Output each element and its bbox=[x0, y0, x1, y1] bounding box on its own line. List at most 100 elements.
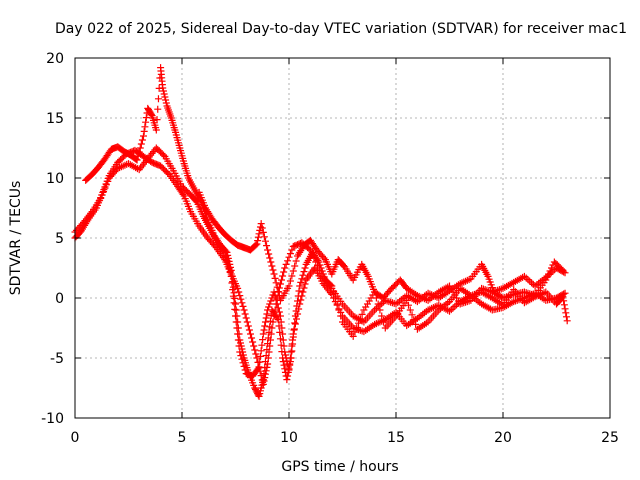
data-point bbox=[274, 288, 282, 296]
data-point bbox=[327, 281, 335, 289]
data-point bbox=[301, 280, 309, 288]
data-point bbox=[239, 351, 247, 359]
data-point bbox=[273, 314, 281, 322]
data-point bbox=[259, 376, 267, 384]
x-tick-label: 5 bbox=[178, 430, 187, 446]
data-point bbox=[284, 368, 292, 376]
data-point bbox=[284, 372, 292, 380]
data-point bbox=[337, 312, 345, 320]
data-point bbox=[136, 144, 144, 152]
data-point bbox=[300, 268, 308, 276]
data-point bbox=[254, 365, 262, 373]
data-point bbox=[228, 279, 236, 287]
data-point bbox=[291, 319, 299, 327]
data-point bbox=[447, 306, 455, 314]
data-point bbox=[380, 318, 388, 326]
data-point bbox=[254, 237, 262, 245]
y-tick-label: 5 bbox=[55, 231, 64, 247]
data-point bbox=[275, 308, 283, 316]
data-point bbox=[135, 148, 143, 156]
data-point bbox=[238, 299, 246, 307]
data-point bbox=[250, 342, 258, 350]
data-point bbox=[292, 307, 300, 315]
data-point bbox=[227, 263, 235, 271]
data-point bbox=[159, 151, 167, 159]
data-point bbox=[152, 126, 160, 134]
data-point bbox=[286, 361, 294, 369]
data-point bbox=[280, 268, 288, 276]
data-point bbox=[133, 156, 141, 164]
data-point bbox=[228, 272, 236, 280]
x-tick-label: 10 bbox=[280, 430, 298, 446]
data-point bbox=[286, 277, 294, 285]
data-point bbox=[320, 273, 328, 281]
data-point bbox=[404, 301, 412, 309]
data-point bbox=[239, 348, 247, 356]
data-point bbox=[154, 95, 162, 103]
data-point bbox=[286, 358, 294, 366]
data-point bbox=[147, 110, 155, 118]
data-point bbox=[278, 348, 286, 356]
data-point bbox=[285, 365, 293, 373]
data-point bbox=[274, 304, 282, 312]
x-axis-tick-labels: 0 5 10 15 20 25 bbox=[71, 430, 619, 446]
data-point bbox=[560, 301, 568, 309]
data-point bbox=[299, 271, 307, 279]
data-point bbox=[372, 304, 380, 312]
data-point bbox=[159, 84, 167, 92]
data-point bbox=[351, 328, 359, 336]
y-tick-label: 15 bbox=[46, 111, 64, 127]
data-point bbox=[559, 293, 567, 301]
data-point bbox=[230, 289, 238, 297]
data-point bbox=[276, 335, 284, 343]
data-point bbox=[240, 306, 248, 314]
data-point bbox=[225, 257, 233, 265]
data-point bbox=[249, 338, 257, 346]
x-tick-label: 15 bbox=[387, 430, 405, 446]
data-point bbox=[288, 272, 296, 280]
data-point bbox=[265, 303, 273, 311]
data-point bbox=[376, 306, 384, 314]
data-point bbox=[265, 250, 273, 258]
data-point bbox=[266, 317, 274, 325]
data-point bbox=[274, 316, 282, 324]
data-point bbox=[248, 334, 256, 342]
data-point bbox=[257, 347, 265, 355]
data-point bbox=[412, 320, 420, 328]
data-point bbox=[374, 300, 382, 308]
data-point bbox=[294, 297, 302, 305]
chart-title: Day 022 of 2025, Sidereal Day-to-day VTE… bbox=[55, 21, 627, 37]
data-point bbox=[264, 334, 272, 342]
data-point bbox=[265, 328, 273, 336]
y-tick-label: 20 bbox=[46, 51, 64, 67]
data-point bbox=[236, 339, 244, 347]
data-point bbox=[142, 118, 150, 126]
y-tick-label: 0 bbox=[55, 291, 64, 307]
data-point bbox=[285, 253, 293, 261]
data-point bbox=[255, 230, 263, 238]
data-point bbox=[295, 287, 303, 295]
data-point bbox=[266, 323, 274, 331]
data-point bbox=[233, 312, 241, 320]
data-point bbox=[235, 330, 243, 338]
data-point bbox=[277, 341, 285, 349]
data-point bbox=[162, 96, 170, 104]
data-point bbox=[262, 352, 270, 360]
data-point bbox=[293, 302, 301, 310]
data-point bbox=[160, 90, 168, 98]
data-point bbox=[286, 250, 294, 258]
data-point bbox=[276, 280, 284, 288]
data-point bbox=[267, 258, 275, 266]
data-points bbox=[71, 64, 571, 400]
data-point bbox=[223, 248, 231, 256]
data-point bbox=[328, 282, 336, 290]
data-point bbox=[356, 315, 364, 323]
data-point bbox=[281, 264, 289, 272]
data-point bbox=[522, 274, 530, 282]
data-point bbox=[403, 296, 411, 304]
data-point bbox=[331, 294, 339, 302]
data-point bbox=[137, 140, 145, 148]
data-point bbox=[252, 241, 260, 249]
data-point bbox=[266, 254, 274, 262]
data-point bbox=[254, 233, 262, 241]
